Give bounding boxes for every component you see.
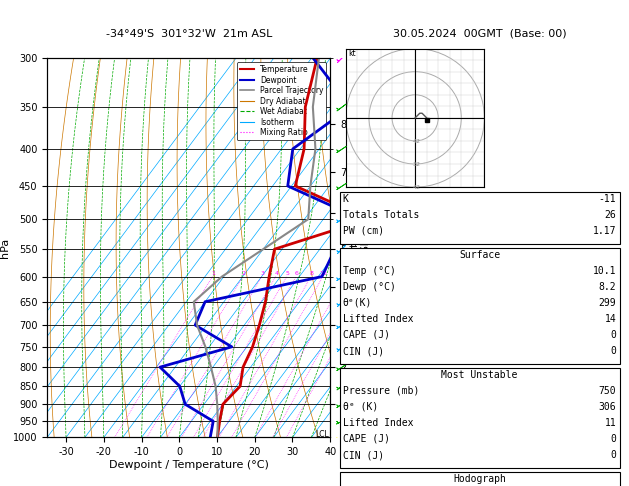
Text: 0: 0 <box>611 346 616 356</box>
Y-axis label: hPa: hPa <box>0 238 10 258</box>
Text: 1.17: 1.17 <box>593 226 616 236</box>
Text: Dewp (°C): Dewp (°C) <box>343 282 396 292</box>
Text: CIN (J): CIN (J) <box>343 450 384 460</box>
Text: 11: 11 <box>604 418 616 428</box>
Text: CIN (J): CIN (J) <box>343 346 384 356</box>
Text: Surface: Surface <box>459 250 500 260</box>
Text: 20: 20 <box>358 271 366 276</box>
Text: -34°49'S  301°32'W  21m ASL: -34°49'S 301°32'W 21m ASL <box>106 29 272 39</box>
Text: Lifted Index: Lifted Index <box>343 314 413 324</box>
Text: 14: 14 <box>604 314 616 324</box>
Text: CAPE (J): CAPE (J) <box>343 330 390 340</box>
Text: 30.05.2024  00GMT  (Base: 00): 30.05.2024 00GMT (Base: 00) <box>392 29 567 39</box>
Text: 32: 32 <box>412 162 420 167</box>
Text: 8.2: 8.2 <box>599 282 616 292</box>
Text: K: K <box>343 194 348 204</box>
Text: θᵉ(K): θᵉ(K) <box>343 298 372 308</box>
Text: Totals Totals: Totals Totals <box>343 210 419 220</box>
Text: CAPE (J): CAPE (J) <box>343 434 390 444</box>
Text: Hodograph: Hodograph <box>453 474 506 484</box>
Text: 2: 2 <box>242 271 245 276</box>
Text: 5: 5 <box>286 271 289 276</box>
Text: Mixing Ratio (g/kg): Mixing Ratio (g/kg) <box>350 208 359 288</box>
Text: -11: -11 <box>599 194 616 204</box>
Text: 10: 10 <box>320 271 327 276</box>
Text: 0: 0 <box>611 434 616 444</box>
Text: 25: 25 <box>371 271 379 276</box>
Text: 299: 299 <box>599 298 616 308</box>
Text: θᵉ (K): θᵉ (K) <box>343 402 378 412</box>
Text: 0: 0 <box>611 450 616 460</box>
Text: PW (cm): PW (cm) <box>343 226 384 236</box>
Text: Pressure (mb): Pressure (mb) <box>343 386 419 396</box>
Text: Most Unstable: Most Unstable <box>442 370 518 380</box>
Text: LCL: LCL <box>315 430 329 439</box>
Text: 750: 750 <box>599 386 616 396</box>
Text: © weatheronline.co.uk: © weatheronline.co.uk <box>427 472 532 481</box>
Text: 42: 42 <box>412 139 420 144</box>
Text: 3: 3 <box>260 271 264 276</box>
Text: 8: 8 <box>309 271 313 276</box>
Text: 6: 6 <box>295 271 299 276</box>
Text: 1: 1 <box>211 271 215 276</box>
Text: 0: 0 <box>611 330 616 340</box>
Legend: Temperature, Dewpoint, Parcel Trajectory, Dry Adiabat, Wet Adiabat, Isotherm, Mi: Temperature, Dewpoint, Parcel Trajectory… <box>237 62 326 140</box>
Text: kt: kt <box>348 49 356 57</box>
Text: 15: 15 <box>342 271 350 276</box>
Text: Lifted Index: Lifted Index <box>343 418 413 428</box>
Text: 4: 4 <box>274 271 279 276</box>
Text: 26: 26 <box>604 210 616 220</box>
X-axis label: Dewpoint / Temperature (°C): Dewpoint / Temperature (°C) <box>109 460 269 470</box>
Text: 306: 306 <box>599 402 616 412</box>
Text: 42: 42 <box>412 186 420 191</box>
Text: 10.1: 10.1 <box>593 266 616 276</box>
Y-axis label: km
ASL: km ASL <box>349 239 370 257</box>
Text: Temp (°C): Temp (°C) <box>343 266 396 276</box>
